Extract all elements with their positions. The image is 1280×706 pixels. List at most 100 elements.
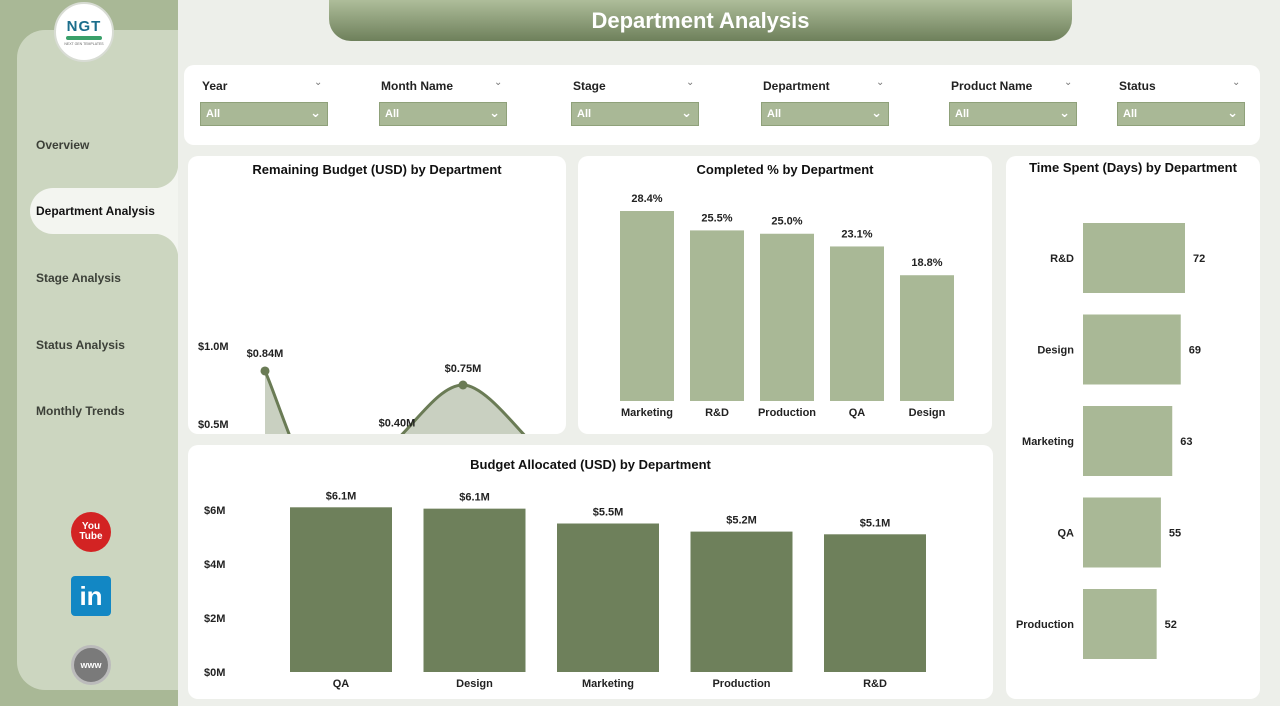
filter-department-select[interactable]: All ⌄ (761, 102, 889, 126)
bar[interactable] (557, 523, 659, 673)
y-tick-label: R&D (1050, 253, 1074, 265)
chevron-down-icon[interactable]: ⌄ (876, 77, 885, 88)
linkedin-icon[interactable]: in (71, 576, 111, 616)
sidebar-item-department-analysis[interactable]: Department Analysis (36, 204, 155, 218)
filter-stage-value: All (577, 108, 592, 120)
chevron-down-icon[interactable]: ⌄ (494, 77, 503, 88)
y-tick-label: $6M (204, 505, 225, 517)
time-spent-title: Time Spent (Days) by Department (1029, 160, 1237, 175)
data-label: 25.0% (771, 216, 802, 228)
data-label: $5.5M (593, 507, 624, 519)
chevron-down-icon[interactable]: ⌄ (314, 77, 323, 88)
linkedin-label: in (79, 580, 103, 611)
filter-status-value: All (1123, 108, 1138, 120)
header: Department Analysis (329, 0, 1072, 41)
sidebar-item-status-analysis[interactable]: Status Analysis (36, 338, 125, 352)
chevron-down-icon[interactable]: ⌄ (1064, 77, 1073, 88)
y-tick-label: $0M (204, 667, 225, 679)
youtube-label-top: You (81, 521, 101, 532)
filter-year-select[interactable]: All ⌄ (200, 102, 328, 126)
filter-product-select[interactable]: All ⌄ (949, 102, 1077, 126)
bar[interactable] (620, 211, 674, 401)
remaining-budget-card: Remaining Budget (USD) by Department $1.… (188, 156, 566, 434)
x-tick-label: Production (758, 407, 816, 419)
x-tick-label: Design (456, 678, 493, 690)
filter-stage-select[interactable]: All ⌄ (571, 102, 699, 126)
globe-icon[interactable]: www (71, 645, 111, 685)
remaining-budget-line (263, 370, 526, 434)
filter-department-value: All (767, 108, 782, 120)
chevron-down-icon[interactable]: ⌄ (1232, 77, 1241, 88)
sidebar-item-monthly-trends[interactable]: Monthly Trends (36, 404, 125, 418)
chevron-down-icon: ⌄ (1059, 105, 1070, 120)
chevron-down-icon: ⌄ (871, 105, 882, 120)
filter-status-select[interactable]: All ⌄ (1117, 102, 1245, 126)
bar[interactable] (1083, 406, 1173, 476)
x-tick-label: Marketing (621, 407, 673, 419)
budget-allocated-card: Budget Allocated (USD) by Department $6M… (188, 445, 993, 699)
completed-pct-card: Completed % by Department 28.4% Marketing… (578, 156, 992, 434)
bar[interactable] (423, 508, 526, 672)
x-tick-label: R&D (705, 407, 729, 419)
logo-swoosh-icon (66, 36, 102, 40)
bar[interactable] (830, 246, 884, 401)
chevron-down-icon[interactable]: ⌄ (686, 77, 695, 88)
remaining-budget-title: Remaining Budget (USD) by Department (252, 162, 502, 177)
y-tick-label: $4M (204, 559, 225, 571)
time-spent-chart: 72 R&D 69 Design 63 Marketing 55 QA 52 Production (1016, 223, 1205, 659)
data-label: $6.1M (326, 490, 357, 502)
bar[interactable] (760, 233, 814, 401)
filter-product-label: Product Name (951, 79, 1033, 93)
data-label: 72 (1193, 253, 1205, 265)
data-label: 25.5% (701, 212, 732, 224)
y-tick-label: $1.0M (198, 341, 229, 353)
bar[interactable] (1083, 223, 1185, 293)
page-title: Department Analysis (591, 7, 810, 33)
data-label: 63 (1180, 436, 1192, 448)
bar[interactable] (1083, 589, 1157, 659)
bar[interactable] (1083, 497, 1161, 568)
filter-month-select[interactable]: All ⌄ (379, 102, 507, 126)
data-label: $5.1M (860, 517, 891, 529)
logo-text: NGT (66, 18, 102, 35)
sidebar-item-stage-analysis[interactable]: Stage Analysis (36, 271, 121, 285)
budget-allocated-title: Budget Allocated (USD) by Department (470, 457, 711, 472)
x-tick-label: QA (333, 678, 350, 690)
filter-year-label: Year (202, 79, 228, 93)
y-tick-label: Marketing (1022, 436, 1074, 448)
filter-department-label: Department (763, 79, 830, 93)
y-tick-label: Production (1016, 619, 1074, 631)
youtube-icon[interactable]: You Tube (71, 512, 111, 552)
filter-year-value: All (206, 108, 221, 120)
sidebar-item-overview[interactable]: Overview (36, 138, 90, 152)
logo: NGT NEXT GEN TEMPLATES (54, 2, 114, 62)
filter-month-label: Month Name (381, 79, 453, 93)
data-label: 55 (1169, 528, 1181, 540)
bar[interactable] (824, 534, 926, 672)
sidebar: NGT NEXT GEN TEMPLATES Overview Departme… (0, 0, 178, 706)
x-tick-label: Marketing (582, 678, 634, 690)
chevron-down-icon: ⌄ (489, 105, 500, 120)
data-label: 28.4% (631, 193, 662, 205)
y-tick-label: $2M (204, 613, 225, 625)
bar[interactable] (690, 531, 793, 672)
data-point[interactable] (458, 380, 468, 390)
bar[interactable] (1083, 314, 1181, 385)
data-label: $0.75M (445, 363, 482, 375)
bar[interactable] (900, 275, 954, 401)
y-tick-label: Design (1037, 345, 1074, 357)
bar[interactable] (290, 507, 392, 672)
filter-month-value: All (385, 108, 400, 120)
filter-status-label: Status (1119, 79, 1156, 93)
data-label: $5.2M (726, 515, 757, 527)
remaining-budget-chart: $1.0M$0.5M$0.0M$0.84MDesign($0.07M)Marke… (198, 341, 526, 434)
filter-stage-label: Stage (573, 79, 606, 93)
bar[interactable] (690, 230, 744, 401)
youtube-label-bottom: Tube (79, 531, 103, 542)
data-label: $6.1M (459, 492, 490, 504)
active-nav-highlight (30, 164, 178, 258)
data-point[interactable] (260, 366, 270, 376)
data-label: 52 (1165, 619, 1177, 631)
budget-allocated-chart: $6M $4M $2M $0M $6.1M QA $6.1M Design $5.5M Marke… (204, 490, 926, 690)
data-label: $0.84M (247, 348, 284, 360)
